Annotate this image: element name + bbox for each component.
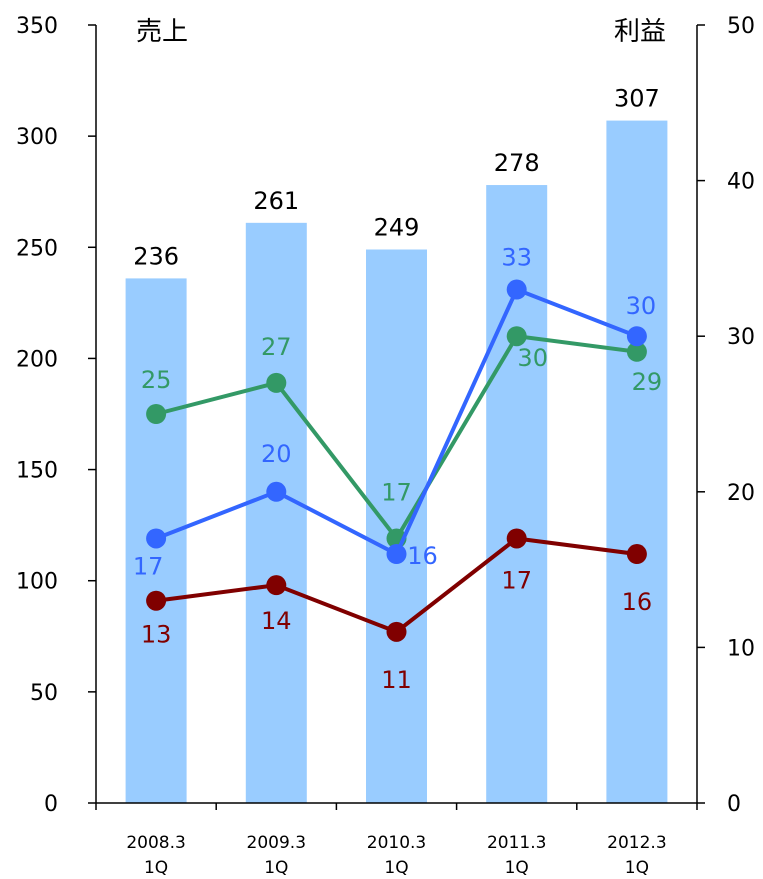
series-1-point-2 — [386, 544, 407, 565]
series-1-label-3: 33 — [501, 244, 532, 272]
series-0-label-4: 29 — [632, 368, 663, 396]
series-0-point-4 — [626, 341, 647, 362]
series-2-point-2 — [386, 621, 407, 642]
lines-layer — [146, 279, 647, 642]
series-1-point-4 — [626, 326, 647, 347]
bar-value-label-3: 278 — [494, 149, 540, 177]
bar-3 — [486, 185, 548, 803]
category-label-3: 2011.3 — [487, 833, 546, 853]
bar-value-label-1: 261 — [253, 187, 299, 215]
left-tick-label-3: 150 — [16, 459, 58, 484]
series-0-point-0 — [146, 404, 167, 424]
right-tick-label-2: 20 — [727, 481, 755, 506]
category-label-0: 2008.3 — [126, 833, 185, 853]
category-sublabel-3: 1Q — [505, 858, 529, 878]
bar-value-label-2: 249 — [374, 214, 420, 242]
series-2-label-1: 14 — [261, 607, 292, 635]
series-2-label-3: 17 — [501, 566, 532, 594]
bar-1 — [245, 222, 307, 803]
category-sublabel-1: 1Q — [264, 858, 288, 878]
series-2-point-1 — [266, 575, 287, 596]
series-2-point-4 — [626, 544, 647, 565]
bar-value-label-0: 236 — [133, 242, 179, 270]
series-2-point-3 — [506, 528, 527, 549]
series-2-label-2: 11 — [381, 666, 412, 694]
right-tick-label-4: 40 — [727, 170, 755, 195]
bar-4 — [606, 120, 668, 803]
category-label-2: 2010.3 — [367, 833, 426, 853]
left-tick-label-6: 300 — [16, 125, 58, 150]
series-0-label-3: 30 — [517, 344, 548, 372]
right-tick-label-0: 0 — [727, 792, 741, 817]
bar-2 — [366, 249, 427, 804]
right-tick-label-3: 30 — [727, 325, 755, 350]
series-0-label-1: 27 — [261, 333, 292, 361]
category-sublabel-4: 1Q — [625, 858, 649, 878]
series-1-label-4: 30 — [626, 292, 657, 320]
category-label-4: 2012.3 — [607, 833, 666, 853]
series-0-label-0: 25 — [141, 366, 172, 394]
category-label-1: 2009.3 — [247, 833, 306, 853]
series-0-point-1 — [266, 372, 287, 393]
series-2-label-4: 16 — [622, 588, 653, 616]
series-1-point-1 — [266, 481, 287, 502]
series-1-point-0 — [146, 528, 167, 549]
left-tick-label-4: 200 — [16, 347, 58, 372]
series-0-point-3 — [506, 326, 527, 347]
left-axis-title: 売上 — [136, 17, 188, 47]
right-tick-label-5: 50 — [727, 14, 755, 39]
axes-layer: 0 50 100 150 200 250 300 350 0 10 20 30 40 50 2008.3 1Q… — [16, 14, 755, 878]
series-2-label-0: 13 — [141, 621, 172, 649]
left-tick-label-0: 0 — [44, 792, 58, 817]
series-0-label-2: 17 — [381, 478, 412, 506]
series-1-label-0: 17 — [133, 552, 164, 580]
series-2-point-0 — [146, 590, 167, 611]
category-sublabel-2: 1Q — [384, 858, 408, 878]
labels-layer: 236 261 249 278 307 25 27 17 30 29 17 20 16 33 30 13 14 1… — [133, 85, 662, 694]
series-1-label-2: 16 — [407, 542, 438, 570]
series-1-label-1: 20 — [261, 440, 292, 468]
left-tick-label-1: 50 — [30, 681, 58, 706]
series-1-point-3 — [506, 279, 527, 300]
right-axis-title: 利益 — [614, 17, 666, 47]
right-tick-label-1: 10 — [727, 636, 755, 661]
left-tick-label-5: 250 — [16, 236, 58, 261]
left-tick-label-7: 350 — [16, 14, 58, 39]
category-sublabel-0: 1Q — [144, 858, 168, 878]
bar-value-label-4: 307 — [614, 85, 660, 113]
left-tick-label-2: 100 — [16, 570, 58, 595]
